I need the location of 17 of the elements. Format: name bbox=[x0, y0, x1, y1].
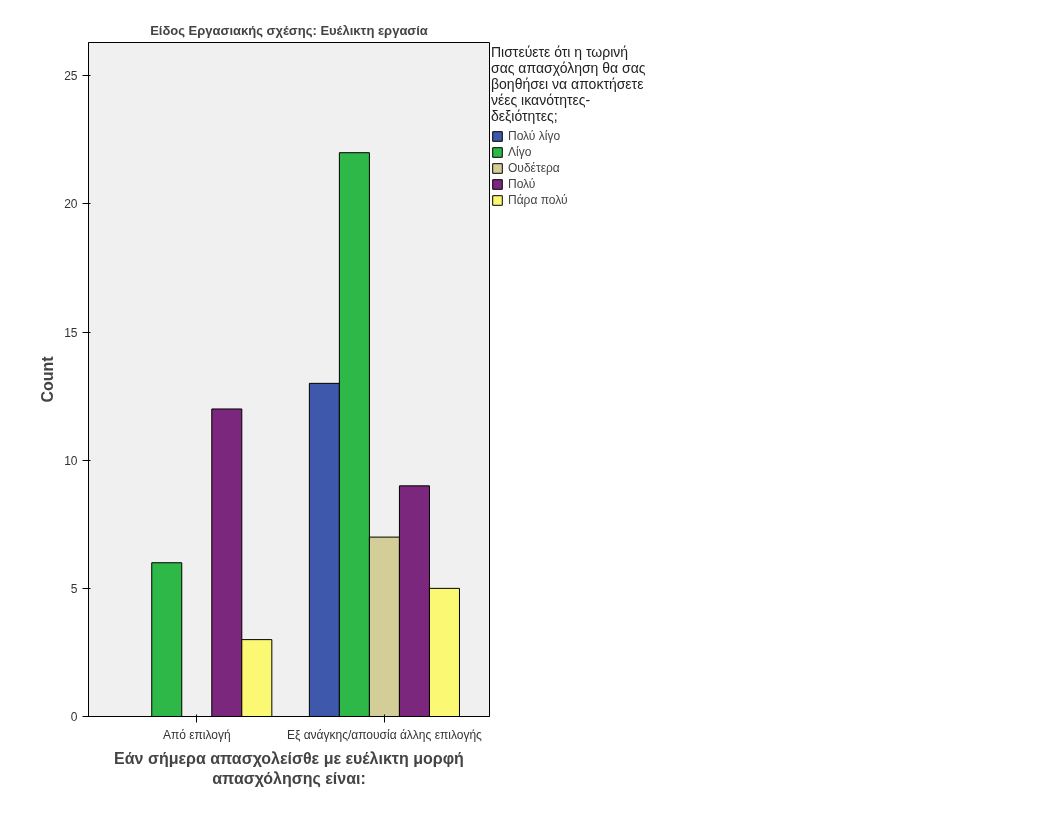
x-axis-title: Εάν σήμερα απασχολείσθε με ευέλικτη μορφή απασχόλησης είναι: bbox=[114, 749, 464, 788]
legend-label: Λίγο bbox=[508, 145, 532, 159]
chart-title: Είδος Εργασιακής σχέσης: Ευέλικτη εργασία bbox=[150, 22, 428, 38]
legend-title: Πιστεύετε ότι η τωρινή σας απασχόληση θα σας βοηθήσει να αποκτήσετε νέες ικανότητες-δεξιότητες; bbox=[491, 44, 646, 124]
legend-label: Ουδέτερα bbox=[508, 161, 560, 175]
x-tick-label: Εξ ανάγκης/απουσία άλλης επιλογής bbox=[286, 727, 483, 742]
y-tick-label: 10 bbox=[64, 453, 78, 468]
y-axis-title: Count bbox=[39, 355, 57, 403]
legend-label: Πάρα πολύ bbox=[508, 193, 568, 207]
y-tick-label: 25 bbox=[64, 69, 78, 84]
y-tick-label: 5 bbox=[70, 581, 78, 596]
legend-label: Πολύ bbox=[508, 177, 536, 191]
y-tick-label: 20 bbox=[64, 197, 78, 212]
y-tick-label: 0 bbox=[70, 710, 78, 724]
y-tick-label: 15 bbox=[64, 325, 78, 340]
legend-label: Πολύ λίγο bbox=[508, 129, 561, 143]
x-tick-label: Από επιλογή bbox=[162, 727, 231, 742]
